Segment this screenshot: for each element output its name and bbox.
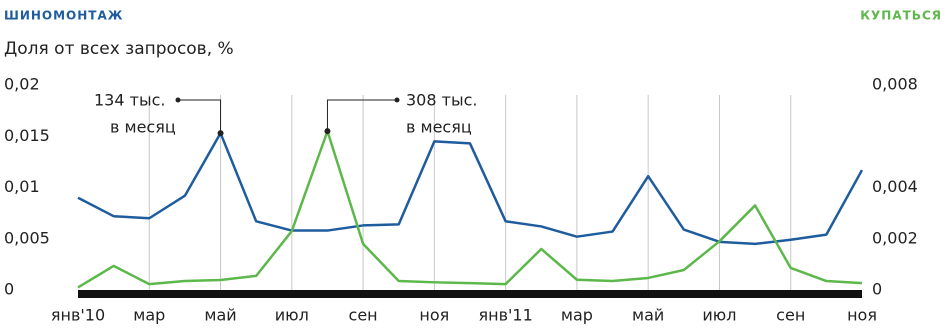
annotation: 134 тыс.: [94, 91, 165, 110]
x-tick-label: сен: [776, 306, 805, 325]
callout-dot: [175, 97, 181, 103]
annotation: 308 тыс.: [406, 91, 477, 110]
y2-tick-label: 0,004: [872, 177, 918, 196]
callout-line: [178, 99, 222, 134]
annotation: в месяц: [110, 118, 176, 137]
y2-tick-label: 0: [872, 280, 882, 299]
annotation: в месяц: [406, 118, 472, 137]
series-label: ШИНОМОНТАЖ: [4, 9, 123, 23]
x-tick-label: май: [204, 306, 236, 325]
y-tick-label: 0: [4, 280, 14, 299]
x-tick-label: сен: [349, 306, 378, 325]
x-tick-label: мар: [561, 306, 593, 325]
callout-dot: [324, 128, 331, 135]
x-tick-label: янв'10: [51, 306, 105, 325]
x-tick-label: июл: [275, 306, 309, 325]
y-tick-label: 0,015: [4, 126, 50, 145]
y2-tick-label: 0,002: [872, 228, 918, 247]
line-series: [77, 131, 864, 246]
x-tick-label: мар: [133, 306, 165, 325]
x-tick-label: ноя: [847, 306, 877, 325]
series-label: КУПАТЬСЯ: [860, 9, 942, 23]
y-tick-label: 0,02: [4, 75, 40, 94]
subtitle: Доля от всех запросов, %: [4, 39, 234, 59]
y-tick-label: 0,01: [4, 177, 40, 196]
callout-line: [326, 99, 397, 132]
x-tick-label: май: [632, 306, 664, 325]
y2-tick-label: 0,008: [872, 75, 918, 94]
x-tick-label: янв'11: [478, 306, 532, 325]
x-tick-label: ноя: [419, 306, 449, 325]
callout-dot: [217, 130, 224, 137]
x-tick-label: июл: [702, 306, 736, 325]
callout-dot: [394, 97, 400, 103]
line-series: [77, 129, 863, 289]
baseline-bar: [78, 290, 862, 298]
y-tick-label: 0,005: [4, 228, 50, 247]
